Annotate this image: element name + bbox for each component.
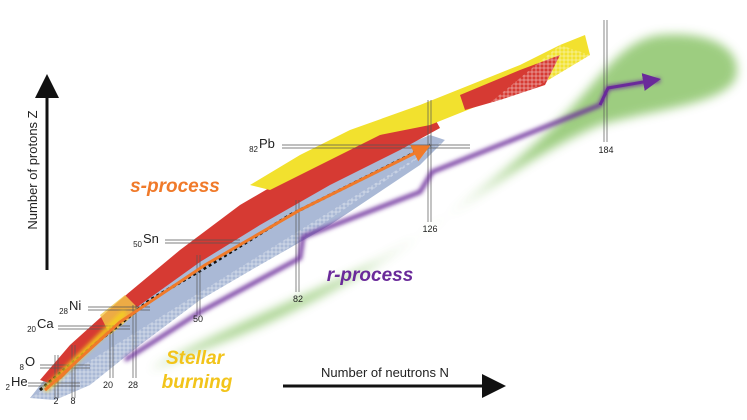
r-process-arrow bbox=[598, 73, 661, 106]
element-z: 82 bbox=[249, 145, 258, 154]
element-symbol: Ni bbox=[69, 298, 81, 313]
element-symbol: Pb bbox=[259, 136, 275, 151]
element-symbol: Sn bbox=[143, 231, 159, 246]
element-z: 20 bbox=[27, 325, 36, 334]
unstable-fringe bbox=[250, 35, 590, 190]
proton-rich-nuclides bbox=[40, 110, 440, 385]
stellar-label: burning bbox=[162, 372, 233, 393]
element-symbol: O bbox=[25, 354, 35, 369]
r-process-label: r-process bbox=[327, 265, 414, 286]
stellar-label: Stellar bbox=[166, 348, 226, 369]
r-process-region bbox=[150, 34, 738, 371]
element-z: 2 bbox=[6, 383, 11, 392]
nuclide-grid bbox=[30, 45, 590, 400]
element-symbol: He bbox=[11, 374, 28, 389]
magic-number: 126 bbox=[422, 224, 437, 234]
magic-number: 8 bbox=[70, 396, 75, 406]
element-symbol: Ca bbox=[37, 316, 54, 331]
magic-lines bbox=[28, 20, 608, 398]
element-z: 50 bbox=[133, 240, 142, 249]
magic-number: 20 bbox=[103, 380, 113, 390]
x-axis-label: Number of neutrons N bbox=[321, 365, 449, 380]
magic-number: 50 bbox=[193, 314, 203, 324]
y-axis-label: Number of protons Z bbox=[25, 110, 40, 229]
magic-number: 82 bbox=[293, 294, 303, 304]
s-process-label: s-process bbox=[130, 176, 220, 197]
magic-number: 2 bbox=[53, 396, 58, 406]
element-z: 28 bbox=[59, 307, 68, 316]
s-process-path bbox=[43, 145, 431, 392]
magic-number: 28 bbox=[128, 380, 138, 390]
magic-number: 184 bbox=[598, 145, 613, 155]
element-z: 8 bbox=[20, 363, 25, 372]
